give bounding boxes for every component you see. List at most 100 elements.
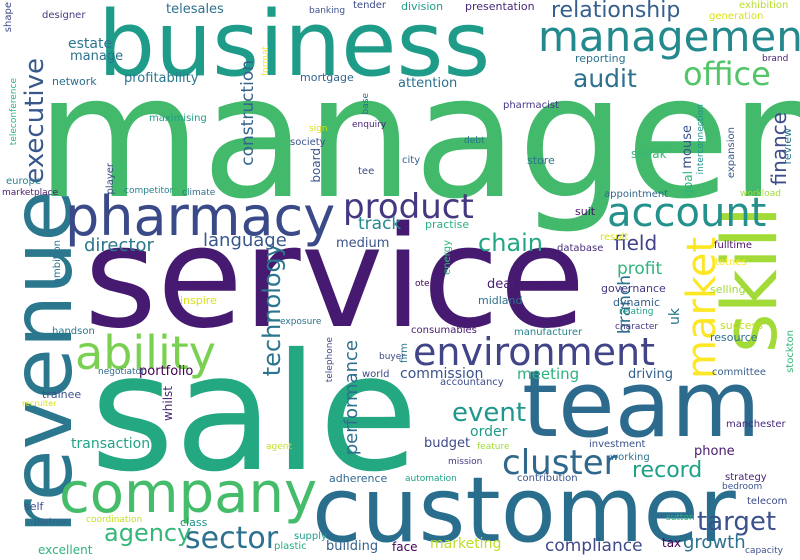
word: firm xyxy=(399,343,410,363)
word: adherence xyxy=(329,472,388,485)
word: chain xyxy=(478,229,543,257)
word: investment xyxy=(589,439,646,450)
word: pharmacist xyxy=(503,100,560,111)
word: management xyxy=(538,12,800,61)
word: climate xyxy=(182,188,216,198)
word: telephone xyxy=(325,337,335,383)
word: stockton xyxy=(785,330,796,373)
word: pharmacy xyxy=(65,185,336,248)
word: inspire xyxy=(180,294,217,307)
word: player xyxy=(105,163,116,195)
word: enquiry xyxy=(352,120,387,130)
word: relating xyxy=(619,307,654,317)
word: executive xyxy=(20,58,50,184)
word: resource xyxy=(710,331,758,344)
word: transaction xyxy=(71,436,151,452)
word: contribution xyxy=(517,473,578,484)
word: profitability xyxy=(124,71,199,86)
word: tender xyxy=(353,0,387,11)
word: midland xyxy=(478,294,523,307)
word: whilst xyxy=(161,386,175,422)
word: director xyxy=(84,235,154,256)
word: office xyxy=(683,55,771,93)
word: buyer xyxy=(379,352,405,362)
word: tax xyxy=(662,536,682,550)
word: plastic xyxy=(274,541,307,552)
word: building xyxy=(326,539,379,554)
word: exposure xyxy=(280,317,322,327)
word: feature xyxy=(477,442,510,452)
word: goal xyxy=(681,171,695,197)
word: phone xyxy=(694,444,735,459)
word: agent xyxy=(266,442,292,452)
word: presentation xyxy=(465,0,535,13)
word: reporting xyxy=(575,52,626,65)
word: sale xyxy=(90,320,419,508)
word: debt xyxy=(464,136,485,146)
word: fulltime xyxy=(714,240,753,251)
word: ambition xyxy=(52,240,63,285)
word: commission xyxy=(400,366,484,382)
word: partner xyxy=(34,517,68,527)
word: interconnection xyxy=(696,104,706,175)
word: maximising xyxy=(149,113,207,124)
word: division xyxy=(401,0,444,13)
word: bedroom xyxy=(722,482,763,492)
word: portfolio xyxy=(139,364,194,379)
word: marketplace xyxy=(2,188,59,198)
word: workload xyxy=(740,189,782,199)
word: practise xyxy=(425,218,470,231)
word: order xyxy=(470,424,508,440)
word: event xyxy=(452,398,527,428)
word: expansion xyxy=(726,127,737,179)
word: account xyxy=(607,190,767,236)
word: appointment xyxy=(604,189,669,200)
word: performance xyxy=(341,340,362,456)
word: technology xyxy=(258,243,286,377)
word: mouse xyxy=(680,125,695,169)
word: capacity xyxy=(745,546,783,556)
word: manufacturer xyxy=(514,327,583,338)
word: deal xyxy=(487,277,515,292)
word: telesales xyxy=(166,2,224,17)
word: banking xyxy=(309,6,346,16)
word: teleconference xyxy=(9,78,19,146)
word: automation xyxy=(405,474,457,484)
word: format xyxy=(261,46,271,77)
word: success xyxy=(720,319,764,332)
word: coordination xyxy=(86,515,143,525)
word: board xyxy=(309,148,323,183)
word: tee xyxy=(358,166,375,177)
word: estate xyxy=(68,36,113,52)
word: committee xyxy=(712,367,767,378)
word: competitor xyxy=(124,186,174,196)
word: telecom xyxy=(747,496,788,507)
word: marketing xyxy=(430,536,502,552)
word: governance xyxy=(601,282,666,295)
word: relationship xyxy=(551,0,681,23)
word: base xyxy=(361,93,371,115)
word: product xyxy=(343,187,474,227)
word: manage xyxy=(70,49,124,64)
word: attention xyxy=(398,76,458,91)
word: shape xyxy=(3,2,14,33)
word: budget xyxy=(424,436,471,451)
word: environment xyxy=(413,330,656,374)
word: store xyxy=(527,154,555,167)
word: exhibition xyxy=(739,0,789,11)
word: working xyxy=(610,452,650,463)
word: team xyxy=(522,351,761,458)
word: suit xyxy=(575,205,596,218)
word: face xyxy=(392,540,418,554)
word: negotiator xyxy=(98,367,145,377)
word: cluster xyxy=(502,443,618,483)
word: compliance xyxy=(545,536,643,556)
word: selling xyxy=(710,283,746,296)
word: city xyxy=(402,155,421,166)
word: strategy xyxy=(725,472,767,483)
word: sutton xyxy=(666,513,695,523)
word: recruiter xyxy=(22,399,57,408)
word: brand xyxy=(762,54,789,64)
word: totnes xyxy=(715,257,747,268)
